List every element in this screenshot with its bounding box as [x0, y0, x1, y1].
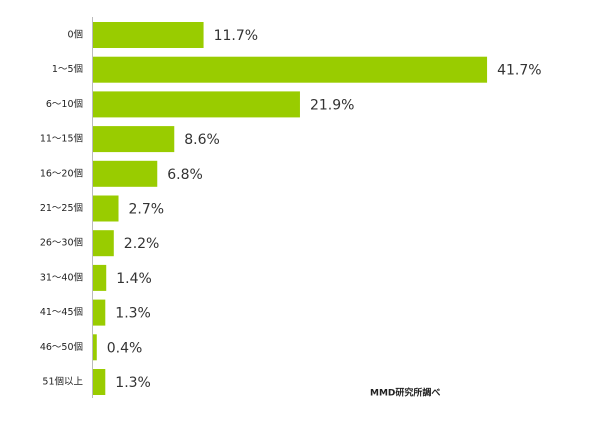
- value-label: 2.7%: [129, 202, 165, 218]
- value-label: 11.7%: [214, 28, 258, 44]
- bar: [93, 56, 488, 83]
- bar: [93, 126, 175, 153]
- category-label: 46～50個: [40, 341, 83, 353]
- bar: [93, 195, 119, 222]
- value-label: 2.2%: [124, 236, 160, 252]
- category-label: 26～30個: [40, 237, 83, 249]
- bar: [93, 299, 106, 326]
- annotation: MMD研究所調べ: [370, 387, 440, 399]
- category-label: 51個以上: [42, 376, 83, 388]
- value-label: 8.6%: [184, 132, 220, 148]
- bar: [93, 334, 97, 361]
- bar: [93, 230, 114, 257]
- value-label: 0.4%: [107, 340, 143, 356]
- bar: [93, 91, 300, 118]
- category-label: 21～25個: [40, 202, 83, 214]
- category-label: 1～5個: [52, 63, 83, 75]
- category-label: 41～45個: [40, 306, 83, 318]
- bar: [93, 160, 158, 187]
- category-label: 0個: [67, 29, 83, 41]
- value-label: 1.3%: [115, 306, 151, 322]
- category-label: 6～10個: [46, 98, 83, 110]
- value-label: 1.4%: [116, 271, 152, 287]
- value-label: 21.9%: [310, 97, 354, 113]
- bar: [93, 264, 107, 291]
- category-label: 11～15個: [40, 133, 83, 145]
- value-label: 1.3%: [115, 375, 151, 391]
- bar: [93, 369, 106, 395]
- category-label: 16～20個: [40, 167, 83, 179]
- category-label: 31～40個: [40, 271, 83, 283]
- bar: [93, 22, 204, 48]
- value-label: 41.7%: [497, 63, 541, 79]
- value-label: 6.8%: [167, 167, 203, 183]
